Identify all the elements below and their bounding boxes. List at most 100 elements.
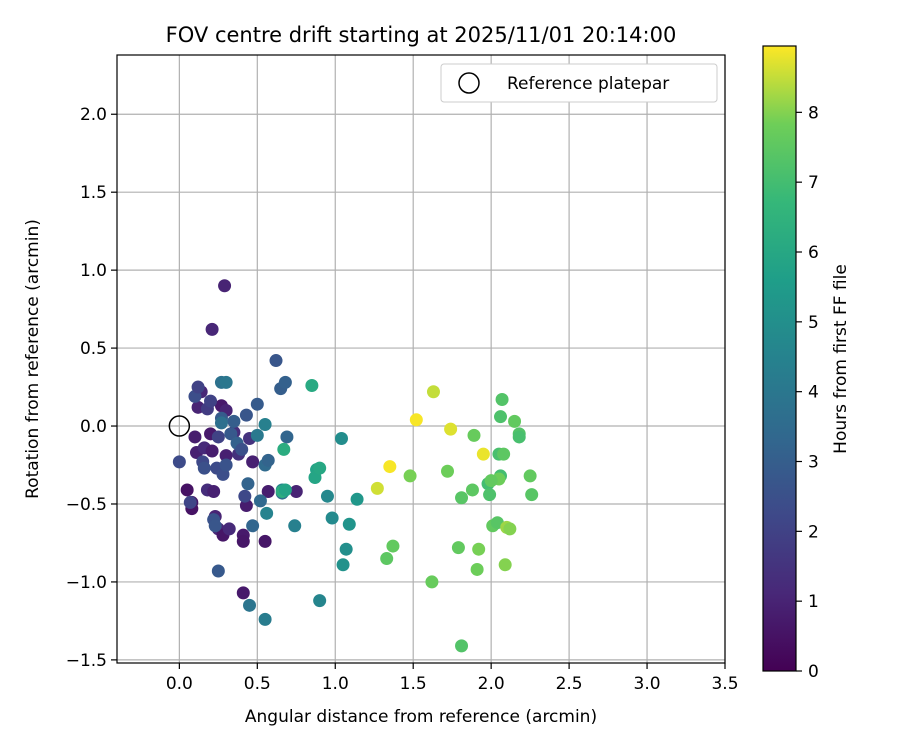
y-tick-label: −1.5 — [66, 651, 107, 671]
scatter-point — [188, 430, 202, 444]
scatter-point — [204, 394, 218, 408]
y-tick-label: 0.0 — [80, 417, 107, 437]
scatter-point — [334, 432, 348, 446]
scatter-point — [238, 489, 252, 503]
scatter-point — [211, 430, 225, 444]
scatter-point — [261, 485, 275, 499]
scatter-point — [260, 506, 274, 520]
scatter-point — [336, 558, 350, 572]
scatter-point — [350, 492, 364, 506]
scatter-point — [455, 491, 469, 505]
scatter-point — [197, 461, 211, 475]
scatter-point — [277, 442, 291, 456]
scatter-point — [339, 542, 353, 556]
scatter-point — [261, 453, 275, 467]
scatter-point — [180, 483, 194, 497]
scatter-point — [494, 410, 508, 424]
grid-lines — [117, 55, 726, 663]
x-tick-label: 3.5 — [711, 674, 738, 694]
scatter-point — [497, 447, 511, 461]
scatter-point — [465, 483, 479, 497]
scatter-point — [208, 519, 222, 533]
scatter-point — [455, 639, 469, 653]
x-tick-label: 3.0 — [634, 674, 661, 694]
scatter-point — [383, 460, 397, 474]
x-axis-label: Angular distance from reference (arcmin) — [245, 707, 597, 727]
scatter-point — [484, 474, 498, 488]
scatter-point — [214, 416, 228, 430]
chart-title: FOV centre drift starting at 2025/11/01 … — [166, 23, 677, 47]
scatter-point — [370, 481, 384, 495]
x-tick-label: 0.0 — [166, 674, 193, 694]
x-tick-label: 2.5 — [556, 674, 583, 694]
scatter-points — [172, 279, 539, 653]
scatter-point — [219, 458, 233, 472]
scatter-point — [172, 455, 186, 469]
scatter-point — [218, 279, 232, 293]
legend: Reference platepar — [440, 63, 718, 103]
scatter-point — [503, 522, 517, 536]
legend-marker-icon — [458, 72, 480, 94]
colorbar-tick-label: 8 — [808, 103, 819, 123]
scatter-point — [219, 449, 233, 463]
scatter-point — [425, 575, 439, 589]
scatter-point — [191, 380, 205, 394]
y-tick-label: 1.5 — [80, 183, 107, 203]
scatter-point — [224, 427, 238, 441]
scatter-point — [227, 414, 241, 428]
scatter-point — [386, 539, 400, 553]
scatter-point — [278, 483, 292, 497]
scatter-point — [243, 598, 257, 612]
colorbar-tick-label: 0 — [808, 662, 819, 682]
scatter-point — [205, 322, 219, 336]
scatter-point — [219, 375, 233, 389]
scatter-point — [483, 488, 497, 502]
legend-entry-reference: Reference platepar — [507, 74, 669, 94]
colorbar-tick-label: 4 — [808, 383, 819, 403]
scatter-point — [444, 422, 458, 436]
scatter-point — [289, 485, 303, 499]
scatter-point — [258, 534, 272, 548]
scatter-point — [403, 469, 417, 483]
scatter-point — [495, 393, 509, 407]
y-tick-label: 1.0 — [80, 261, 107, 281]
x-tick-label: 1.5 — [400, 674, 427, 694]
scatter-point — [246, 519, 260, 533]
colorbar-tick-label: 2 — [808, 522, 819, 542]
y-tick-label: −0.5 — [66, 495, 107, 515]
y-axis-ticks: −1.5 −1.0 −0.5 0.0 0.5 1.0 1.5 2.0 — [66, 105, 117, 671]
x-tick-label: 0.5 — [244, 674, 271, 694]
scatter-point — [246, 455, 260, 469]
scatter-point — [269, 354, 283, 368]
scatter-point — [467, 428, 481, 442]
scatter-point — [320, 489, 334, 503]
plot-frame — [116, 54, 726, 664]
x-tick-label: 1.0 — [322, 674, 349, 694]
colorbar: 0 1 2 3 4 5 6 7 8 Hours from first FF file — [762, 45, 851, 682]
scatter-point — [205, 444, 219, 458]
scatter-point — [258, 612, 272, 626]
scatter-point — [207, 485, 221, 499]
scatter-point — [380, 552, 394, 566]
scatter-point — [451, 541, 465, 555]
scatter-point — [523, 469, 537, 483]
scatter-point — [525, 488, 539, 502]
scatter-point — [470, 562, 484, 576]
colorbar-tick-label: 6 — [808, 243, 819, 263]
colorbar-tick-label: 1 — [808, 592, 819, 612]
scatter-point — [409, 413, 423, 427]
scatter-point — [305, 379, 319, 393]
scatter-point — [476, 447, 490, 461]
scatter-point — [512, 430, 526, 444]
scatter-point — [250, 428, 264, 442]
scatter-point — [280, 430, 294, 444]
scatter-point — [278, 375, 292, 389]
scatter-point — [472, 542, 486, 556]
scatter-point — [236, 586, 250, 600]
colorbar-tick-label: 3 — [808, 453, 819, 473]
scatter-point — [253, 494, 267, 508]
colorbar-tick-label: 5 — [808, 313, 819, 333]
colorbar-gradient — [762, 45, 797, 672]
scatter-point — [441, 464, 455, 478]
